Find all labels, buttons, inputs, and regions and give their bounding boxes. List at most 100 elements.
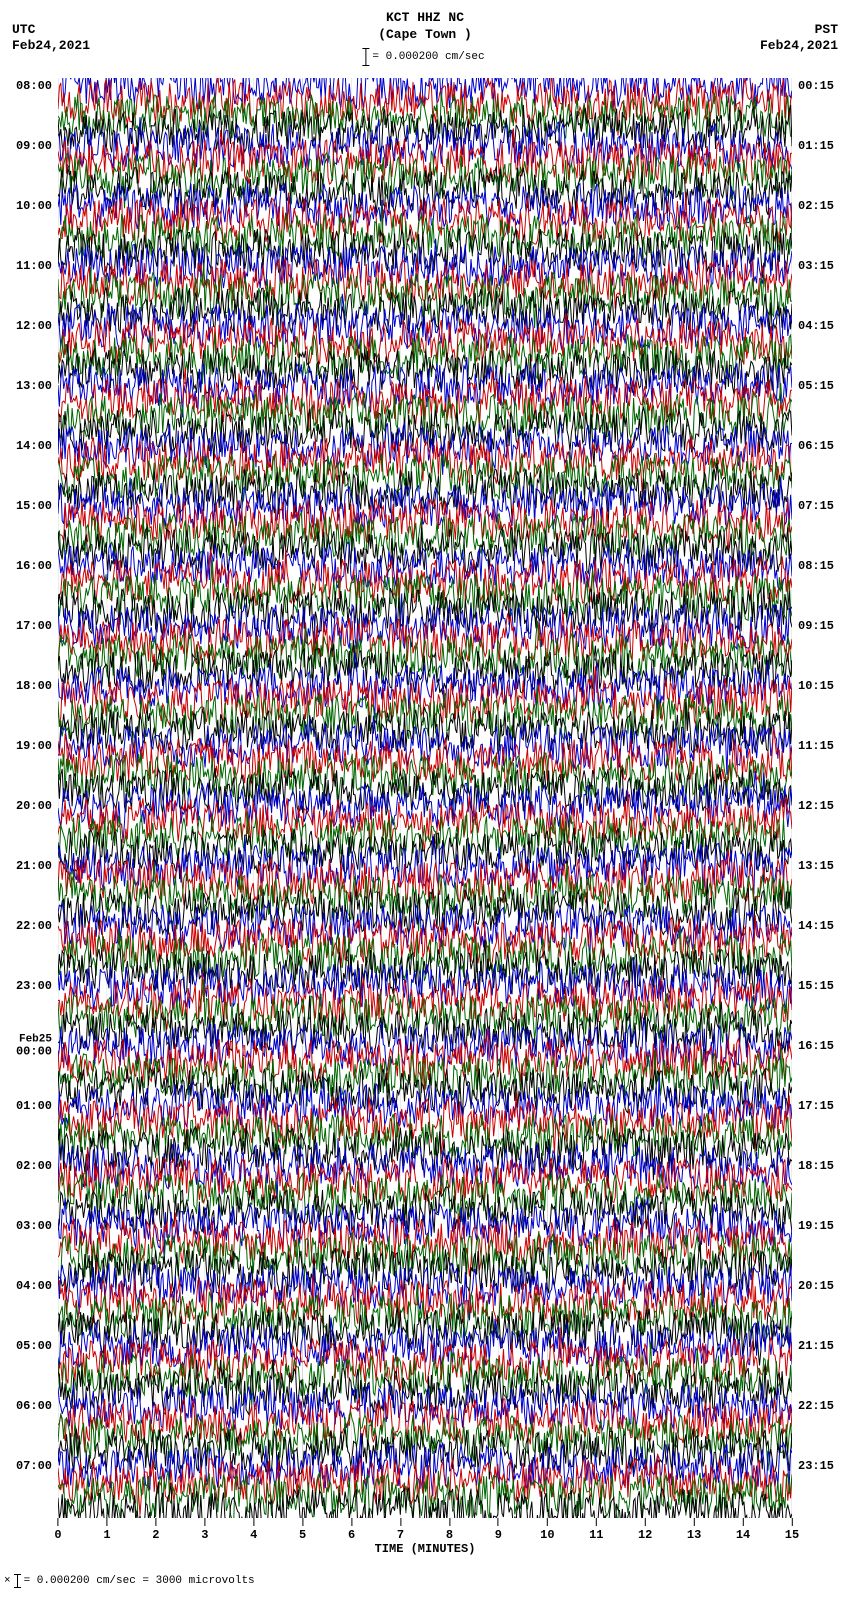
footer-prefix: × <box>4 1575 11 1587</box>
y-right-tick: 22:15 <box>798 1400 834 1412</box>
x-tick-label: 7 <box>397 1528 404 1542</box>
y-left-tick: 14:00 <box>16 440 52 452</box>
y-right-tick: 15:15 <box>798 980 834 992</box>
y-left-tick-label: 11:00 <box>16 259 52 273</box>
y-right-tick-label: 06:15 <box>798 439 834 453</box>
x-tick: 6 <box>348 1518 355 1542</box>
x-tick-label: 14 <box>736 1528 750 1542</box>
footer-text: = 0.000200 cm/sec = 3000 microvolts <box>24 1575 255 1587</box>
y-right-tick-label: 21:15 <box>798 1339 834 1353</box>
y-left-tick: 19:00 <box>16 740 52 752</box>
y-right-tick-label: 12:15 <box>798 799 834 813</box>
y-right-tick-label: 22:15 <box>798 1399 834 1413</box>
x-tick-mark <box>253 1518 254 1526</box>
y-left-tick: 12:00 <box>16 320 52 332</box>
x-tick-label: 0 <box>54 1528 61 1542</box>
y-axis-right: 00:1501:1502:1503:1504:1505:1506:1507:15… <box>794 78 850 1518</box>
y-left-tick: 18:00 <box>16 680 52 692</box>
y-left-tick-label: 00:00 <box>16 1045 52 1059</box>
y-left-tick-label: 12:00 <box>16 319 52 333</box>
y-left-tick-label: 14:00 <box>16 439 52 453</box>
y-right-tick-label: 14:15 <box>798 919 834 933</box>
y-right-tick: 07:15 <box>798 500 834 512</box>
x-tick-mark <box>106 1518 107 1526</box>
y-left-tick-label: 04:00 <box>16 1279 52 1293</box>
y-left-tick-label: 22:00 <box>16 919 52 933</box>
x-tick: 3 <box>201 1518 208 1542</box>
scale-marker: = 0.000200 cm/sec <box>365 48 484 66</box>
y-right-tick-label: 18:15 <box>798 1159 834 1173</box>
y-right-tick-label: 19:15 <box>798 1219 834 1233</box>
plot-area: 08:0009:0010:0011:0012:0013:0014:0015:00… <box>0 78 850 1518</box>
x-tick: 13 <box>687 1518 701 1542</box>
x-tick-label: 9 <box>495 1528 502 1542</box>
x-tick: 15 <box>785 1518 799 1542</box>
y-right-tick: 19:15 <box>798 1220 834 1232</box>
tz-left-date: Feb24,2021 <box>12 38 90 54</box>
x-tick-mark <box>155 1518 156 1526</box>
y-left-tick: 07:00 <box>16 1460 52 1472</box>
x-tick: 7 <box>397 1518 404 1542</box>
y-right-tick: 06:15 <box>798 440 834 452</box>
x-tick: 14 <box>736 1518 750 1542</box>
y-left-tick-label: 15:00 <box>16 499 52 513</box>
y-right-tick-label: 13:15 <box>798 859 834 873</box>
y-left-tick: 16:00 <box>16 560 52 572</box>
x-tick: 8 <box>446 1518 453 1542</box>
y-right-tick: 18:15 <box>798 1160 834 1172</box>
tz-left-label: UTC <box>12 22 90 38</box>
x-tick: 11 <box>589 1518 603 1542</box>
x-tick-mark <box>547 1518 548 1526</box>
y-right-tick: 16:15 <box>798 1040 834 1052</box>
y-left-tick: 20:00 <box>16 800 52 812</box>
y-right-tick: 09:15 <box>798 620 834 632</box>
title-line2: (Cape Town ) <box>378 27 472 44</box>
tz-right-date: Feb24,2021 <box>760 38 838 54</box>
tz-right-block: PST Feb24,2021 <box>760 22 838 55</box>
y-left-tick-label: 20:00 <box>16 799 52 813</box>
y-left-tick: 15:00 <box>16 500 52 512</box>
y-left-tick: 21:00 <box>16 860 52 872</box>
y-left-tick-label: 03:00 <box>16 1219 52 1233</box>
helicorder-plot <box>58 78 792 1518</box>
y-left-tick: 04:00 <box>16 1280 52 1292</box>
x-tick-mark <box>743 1518 744 1526</box>
y-left-tick-label: 10:00 <box>16 199 52 213</box>
y-right-tick-label: 02:15 <box>798 199 834 213</box>
x-tick: 4 <box>250 1518 257 1542</box>
x-tick-mark <box>596 1518 597 1526</box>
x-tick-label: 10 <box>540 1528 554 1542</box>
y-left-tick: 05:00 <box>16 1340 52 1352</box>
x-tick-mark <box>694 1518 695 1526</box>
y-left-tick: 02:00 <box>16 1160 52 1172</box>
y-left-tick: 13:00 <box>16 380 52 392</box>
x-tick-mark <box>449 1518 450 1526</box>
y-left-tick: 03:00 <box>16 1220 52 1232</box>
x-axis: TIME (MINUTES) 0123456789101112131415 <box>58 1518 792 1560</box>
y-left-tick: 22:00 <box>16 920 52 932</box>
y-right-tick: 00:15 <box>798 80 834 92</box>
y-right-tick: 21:15 <box>798 1340 834 1352</box>
x-tick-mark <box>57 1518 58 1526</box>
x-tick: 9 <box>495 1518 502 1542</box>
y-right-tick-label: 11:15 <box>798 739 834 753</box>
x-tick-label: 13 <box>687 1528 701 1542</box>
y-right-tick-label: 23:15 <box>798 1459 834 1473</box>
tz-right-label: PST <box>760 22 838 38</box>
y-right-tick: 03:15 <box>798 260 834 272</box>
y-right-tick-label: 09:15 <box>798 619 834 633</box>
y-left-tick: 23:00 <box>16 980 52 992</box>
x-tick-mark <box>351 1518 352 1526</box>
y-left-tick: 06:00 <box>16 1400 52 1412</box>
y-left-tick: 01:00 <box>16 1100 52 1112</box>
title-line1: KCT HHZ NC <box>378 10 472 27</box>
scale-label-text: = 0.000200 cm/sec <box>372 51 484 63</box>
y-right-tick: 23:15 <box>798 1460 834 1472</box>
x-tick-label: 8 <box>446 1528 453 1542</box>
y-right-tick-label: 07:15 <box>798 499 834 513</box>
y-right-tick: 08:15 <box>798 560 834 572</box>
y-right-tick: 05:15 <box>798 380 834 392</box>
y-left-tick: 08:00 <box>16 80 52 92</box>
y-right-tick-label: 05:15 <box>798 379 834 393</box>
y-left-tick-label: 19:00 <box>16 739 52 753</box>
